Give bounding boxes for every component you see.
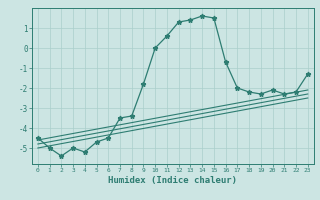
X-axis label: Humidex (Indice chaleur): Humidex (Indice chaleur) xyxy=(108,176,237,185)
